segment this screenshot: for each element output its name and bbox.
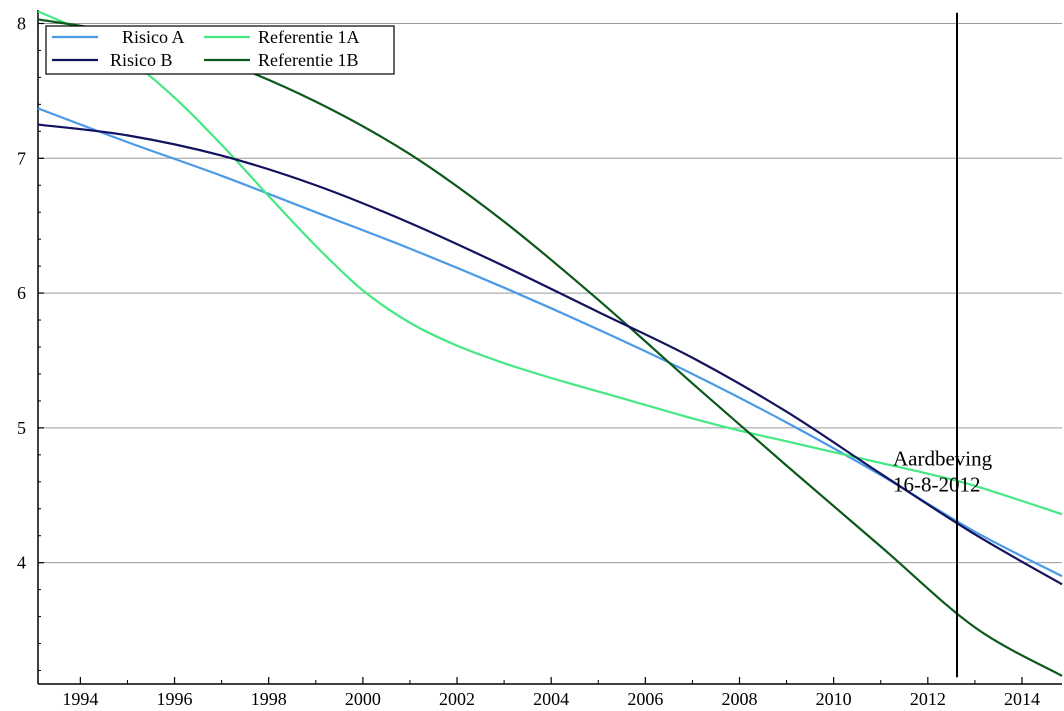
x-tick-label: 1996 — [157, 689, 193, 709]
x-tick-label: 2010 — [816, 689, 852, 709]
y-tick-label: 6 — [17, 283, 26, 303]
x-tick-label: 2000 — [345, 689, 381, 709]
x-tick-label: 1998 — [251, 689, 287, 709]
series-lines — [37, 10, 1063, 677]
x-tick-label: 1994 — [62, 689, 98, 709]
x-tick-label: 2006 — [627, 689, 663, 709]
legend-label-risico-b: Risico B — [110, 50, 173, 70]
series-line-referentie-1a — [37, 10, 1063, 516]
gridlines — [38, 22, 1062, 564]
x-tick-label: 2004 — [533, 689, 569, 709]
y-tick-label: 8 — [17, 13, 26, 33]
x-tick-label: 2008 — [721, 689, 757, 709]
x-tick-label: 2014 — [1004, 689, 1040, 709]
annotation-text: Aardbeving — [893, 447, 993, 471]
x-tick-label: 2012 — [910, 689, 946, 709]
x-tick-label: 2002 — [439, 689, 475, 709]
y-tick-label: 7 — [17, 148, 26, 168]
legend-label-referentie-1a: Referentie 1A — [258, 27, 359, 47]
legend-label-referentie-1b: Referentie 1B — [258, 50, 358, 70]
legend-label-risico-a: Risico A — [122, 27, 185, 47]
legend-box — [45, 25, 395, 75]
legend: Risico A Referentie 1A Risico B Referentie … — [45, 25, 395, 75]
series-line-referentie-1b — [37, 18, 1063, 677]
series-line-risico-b — [37, 123, 1063, 586]
series-line-risico-a — [37, 107, 1063, 578]
y-tick-label: 5 — [17, 418, 26, 438]
annotation-text: 16-8-2012 — [893, 473, 981, 497]
axes: 4 5 6 7 8 1994 1996 1998 2000 2002 2004 2006 2008 201… — [17, 10, 1062, 709]
y-tick-label: 4 — [17, 553, 26, 573]
